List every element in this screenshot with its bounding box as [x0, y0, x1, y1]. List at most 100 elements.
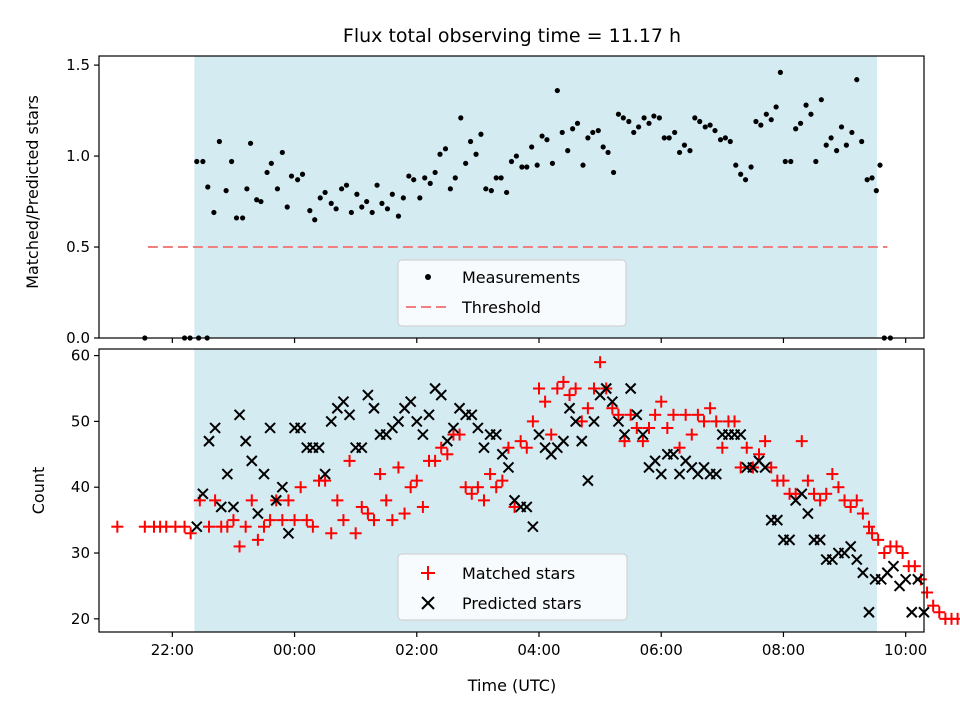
predicted-star-point [252, 507, 264, 520]
predicted-star-point [796, 488, 808, 500]
predicted-star-point [325, 415, 337, 428]
matched-star-point [300, 514, 313, 527]
matched-star-point [844, 500, 857, 513]
matched-star-point [227, 514, 240, 527]
predicted-star-point [313, 442, 325, 454]
matched-star-point [777, 474, 790, 487]
predicted-star-point [441, 435, 454, 447]
measurement-point [483, 186, 489, 192]
matched-star-point [233, 540, 246, 553]
bottom-x-tick-label: 00:00 [273, 641, 316, 659]
measurement-point [258, 198, 264, 205]
measurement-point [254, 197, 260, 203]
predicted-star-point [576, 435, 588, 447]
matched-star-point [380, 494, 393, 507]
predicted-star-point [197, 488, 209, 500]
measurement-point [279, 149, 285, 156]
matched-star-point [502, 441, 515, 454]
top-axes-frame [98, 55, 925, 339]
matched-star-point [392, 461, 405, 474]
predicted-star-point [404, 395, 417, 408]
measurement-point [854, 77, 860, 83]
matched-star-point [331, 494, 344, 507]
measurement-point [288, 173, 295, 179]
matched-star-point [221, 520, 234, 533]
matched-star-point [539, 395, 552, 408]
predicted-star-point [631, 409, 643, 421]
matched-star-point [294, 481, 307, 494]
predicted-star-point [851, 553, 863, 566]
predicted-star-point [368, 402, 380, 414]
predicted-star-point [533, 428, 545, 441]
matched-star-point [245, 494, 258, 507]
predicted-star-point [887, 560, 900, 572]
measurement-point [580, 162, 586, 168]
bottom-x-tick-label: 06:00 [640, 641, 683, 659]
matched-star-point [643, 421, 655, 434]
predicted-star-point [496, 448, 509, 461]
measurement-point [808, 111, 814, 117]
matched-star-point [795, 435, 808, 448]
matched-star-point [649, 408, 662, 421]
top-legend: Measurements Threshold [397, 259, 627, 327]
matched-star-point [606, 402, 619, 415]
matched-star-point [361, 507, 374, 520]
measurement-point [447, 186, 453, 192]
matched-star-point [459, 481, 472, 494]
top-panel: 0.0 0.5 1.0 1.5 Matched/Predicted stars Mea… [23, 55, 925, 347]
measurement-point [359, 204, 365, 210]
measurement-point [322, 189, 328, 196]
matched-star-point [264, 514, 277, 527]
matched-star-point [563, 389, 576, 402]
measurement-point [284, 204, 290, 210]
matched-star-point [814, 494, 827, 507]
matched-star-point [685, 428, 698, 441]
measurement-point [211, 209, 217, 216]
measurement-point [753, 118, 759, 125]
predicted-star-point [588, 415, 600, 428]
measurement-point [467, 138, 474, 145]
measurement-point [610, 169, 617, 176]
top-y-tick-label: 0.0 [66, 329, 90, 347]
measurement-point [223, 188, 229, 194]
matched-star-point [618, 435, 631, 448]
predicted-star-point [221, 468, 234, 480]
measurement-point [374, 182, 380, 188]
matched-star-point [251, 533, 264, 546]
bottom-x-tick-label: 22:00 [151, 641, 194, 659]
measurement-point [432, 169, 438, 176]
matched-star-point [740, 441, 753, 454]
predicted-star-point [392, 415, 405, 428]
measurement-point [247, 140, 254, 146]
measurement-point [233, 215, 240, 221]
measurement-point [442, 146, 449, 152]
measurement-point [384, 206, 391, 212]
measurement-point [229, 158, 235, 165]
top-y-tick-label: 1.5 [66, 56, 90, 74]
matched-star-point [209, 494, 222, 507]
predicted-star-point [239, 435, 252, 447]
measurement-points [142, 69, 893, 341]
legend-measurements-label: Measurements [462, 268, 580, 287]
measurement-point [458, 115, 464, 121]
matched-star-point [630, 421, 643, 434]
measurement-point [793, 126, 799, 132]
matched-star-point [484, 468, 497, 481]
predicted-star-point [557, 435, 570, 447]
predicted-star-point [863, 606, 875, 618]
matched-star-point [514, 435, 527, 448]
predicted-star-point [637, 428, 649, 441]
measurement-point [307, 208, 313, 214]
measurement-point [641, 115, 647, 121]
bottom-x-tick-label: 08:00 [762, 641, 805, 659]
matched-star-point [808, 487, 820, 500]
matched-star-point [863, 520, 875, 533]
measurement-point [595, 127, 601, 134]
measurement-point [838, 124, 845, 130]
predicted-star-point [343, 409, 356, 421]
bottom-x-tick-label: 10:00 [884, 641, 927, 659]
measurement-point [437, 151, 443, 157]
matched-star-point [838, 494, 851, 507]
predicted-star-point [563, 402, 576, 414]
measurement-point [422, 175, 428, 181]
